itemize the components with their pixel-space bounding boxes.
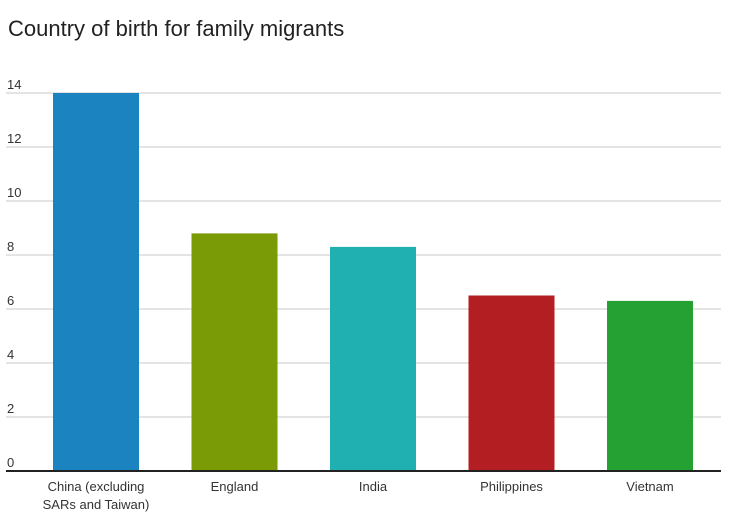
y-tick-label: 0 (7, 455, 14, 470)
bar (607, 300, 693, 471)
y-tick-label: 14 (7, 77, 21, 92)
y-tick-label: 10 (7, 185, 21, 200)
x-category-label: China (excluding SARs and Taiwan) (43, 479, 150, 512)
x-category-label: Philippines (480, 479, 543, 494)
y-tick-label: 8 (7, 239, 14, 254)
x-category-label: India (359, 479, 388, 494)
bar (191, 233, 278, 471)
y-tick-label: 2 (7, 401, 14, 416)
x-category-label: Vietnam (626, 479, 673, 494)
bar (468, 295, 555, 471)
y-tick-label: 6 (7, 293, 14, 308)
bar (330, 246, 416, 471)
bar (53, 93, 139, 471)
y-tick-label: 12 (7, 131, 21, 146)
chart-title: Country of birth for family migrants (8, 16, 345, 41)
y-tick-label: 4 (7, 347, 14, 362)
x-category-label: England (211, 479, 259, 494)
